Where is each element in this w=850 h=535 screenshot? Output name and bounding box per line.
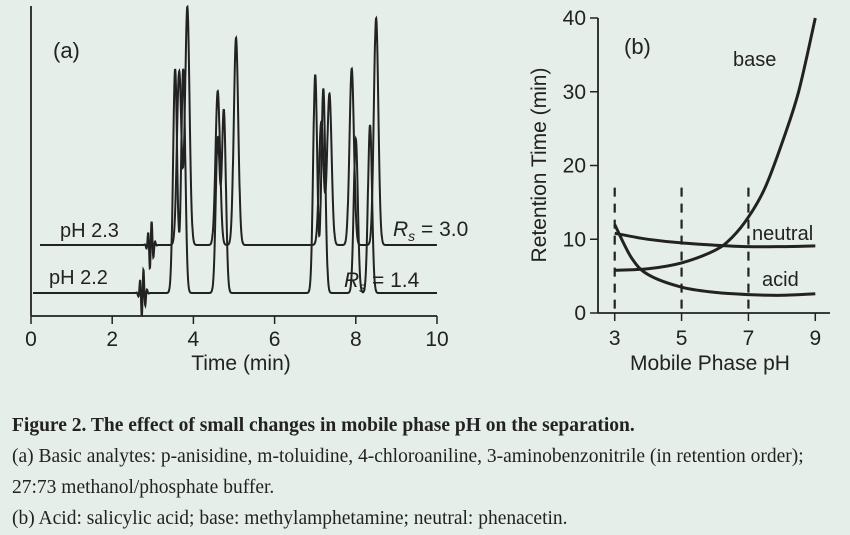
panel-b-x-ticks: 3 5 7 9	[609, 313, 821, 350]
y-tick-label: 30	[563, 81, 586, 104]
panel-a-label: (a)	[53, 38, 80, 63]
curve-base	[614, 17, 817, 272]
x-tick-label: 8	[350, 328, 362, 351]
series-label-ph22: pH 2.2	[49, 267, 108, 289]
x-tick-label: 4	[188, 328, 200, 351]
caption-line-b: (b) Acid: salicylic acid; base: methylam…	[12, 508, 568, 529]
chromatogram-trace	[40, 4, 437, 271]
chromatogram-trace	[33, 68, 437, 317]
y-tick-label: 0	[574, 302, 586, 325]
y-tick-label: 40	[563, 7, 586, 30]
caption-title: Figure 2. The effect of small changes in…	[12, 415, 635, 436]
panel-a-x-ticks: 0 2 4 6 8 10	[25, 316, 449, 351]
x-tick-label: 5	[676, 327, 688, 350]
panel-b-label: (b)	[624, 34, 651, 59]
x-tick-label: 2	[106, 328, 118, 351]
panel-b-y-ticks: 0 10 20 30 40	[563, 7, 598, 325]
x-tick-label: 7	[743, 327, 755, 350]
series-label-ph23: pH 2.3	[60, 220, 119, 242]
panel-a: (a) 0 2 4 6 8 10 Time (min) pH 2.3 pH 2.2 Rs …	[25, 4, 468, 375]
x-tick-label: 9	[809, 327, 821, 350]
y-tick-label: 20	[563, 155, 586, 178]
panel-b-y-axis-label: Retention Time (min)	[528, 68, 551, 263]
panel-b-x-axis-label: Mobile Phase pH	[630, 352, 790, 375]
figure: (a) 0 2 4 6 8 10 Time (min) pH 2.3 pH 2.2 Rs …	[25, 4, 830, 375]
resolution-label-ph22: Rs = 1.4	[344, 269, 420, 295]
curve-acid	[613, 223, 816, 297]
resolution-label-ph23: Rs = 3.0	[393, 218, 468, 244]
x-tick-label: 0	[25, 328, 37, 351]
x-tick-label: 3	[609, 327, 621, 350]
x-tick-label: 6	[269, 328, 281, 351]
retention-curves	[613, 17, 817, 297]
curve-label-acid: acid	[762, 269, 799, 291]
y-tick-label: 10	[563, 228, 586, 251]
x-tick-label: 10	[425, 328, 448, 351]
chromatogram-traces	[33, 4, 437, 317]
caption-line-a: (a) Basic analytes: p-anisidine, m-tolui…	[12, 446, 804, 498]
panel-a-x-axis-label: Time (min)	[191, 352, 291, 375]
curve-label-neutral: neutral	[752, 223, 813, 245]
figure-caption: Figure 2. The effect of small changes in…	[12, 410, 842, 534]
reference-lines	[613, 187, 750, 313]
curve-label-base: base	[733, 49, 776, 71]
curve-neutral	[614, 231, 816, 249]
